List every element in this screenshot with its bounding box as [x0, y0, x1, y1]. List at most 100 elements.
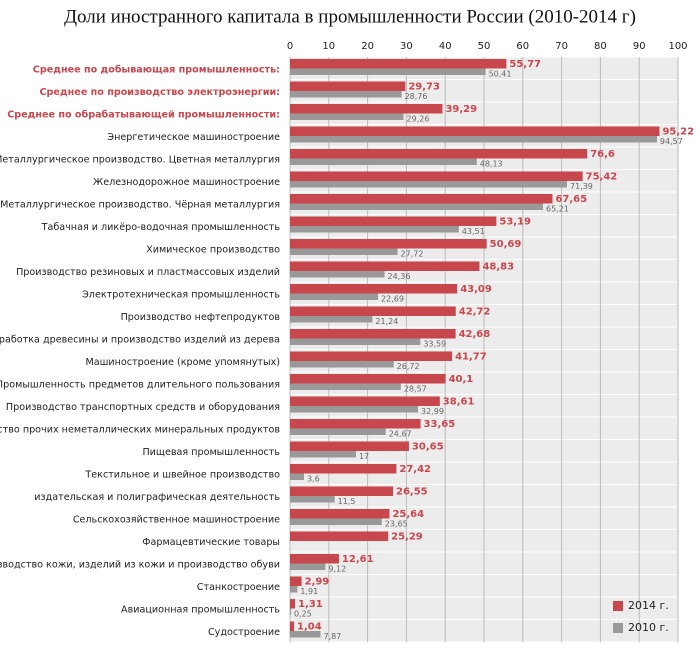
bar [290, 608, 291, 615]
bar [290, 316, 373, 323]
legend-label: 2010 г. [628, 621, 669, 634]
value-label: 21,24 [375, 317, 398, 326]
value-label: 41,77 [455, 352, 487, 363]
value-label: 1,91 [300, 587, 318, 596]
category-label: Сельскохозяйственное машиностроение [73, 514, 280, 525]
value-label: 40,1 [449, 374, 474, 385]
category-label: Судостроение [208, 627, 280, 638]
value-label: 12,61 [342, 554, 374, 565]
bar [290, 81, 406, 91]
value-label: 11,5 [338, 497, 356, 506]
category-label: Производство нефтепродуктов [121, 312, 281, 323]
x-tick-label: 80 [594, 41, 607, 52]
bar [290, 113, 404, 120]
category-label: Пищевая промышленность [142, 447, 280, 458]
bar [290, 59, 507, 69]
bar [290, 239, 487, 249]
category-label: Авиационная промышленность [121, 604, 280, 615]
value-label: 33,65 [424, 419, 456, 430]
category-label: Среднее по производство электроэнергии: [40, 87, 280, 98]
bar [290, 149, 588, 159]
x-tick-label: 50 [478, 41, 491, 52]
category-label: Производство прочих неметаллических мине… [0, 424, 280, 435]
x-tick-label: 10 [322, 41, 335, 52]
value-label: 43,51 [462, 227, 485, 236]
value-label: 26,72 [397, 362, 420, 371]
value-label: 55,77 [509, 59, 541, 70]
bar [290, 563, 326, 570]
value-label: 94,57 [660, 137, 683, 146]
value-label: 71,39 [570, 182, 593, 191]
value-label: 75,42 [586, 172, 618, 183]
value-label: 25,29 [391, 532, 423, 543]
category-label: издательская и полиграфическая деятельно… [34, 492, 280, 503]
value-label: 29,26 [407, 115, 430, 124]
bar [290, 496, 335, 503]
value-label: 67,65 [555, 194, 587, 205]
x-tick-label: 0 [287, 41, 293, 52]
category-label: Обработка древесины и производство издел… [0, 334, 280, 345]
value-label: 3,6 [307, 475, 320, 484]
x-tick-label: 100 [668, 41, 687, 52]
x-tick-label: 30 [400, 41, 413, 52]
value-label: 29,73 [408, 82, 440, 93]
category-label: Химическое производство [146, 244, 280, 255]
value-label: 48,13 [480, 160, 503, 169]
bar [290, 419, 421, 429]
legend-swatch [613, 601, 623, 611]
bar [290, 531, 389, 541]
value-label: 27,42 [399, 464, 431, 475]
bar [290, 451, 356, 458]
bar [290, 338, 421, 345]
category-label: Производство резиновых и пластмассовых и… [16, 267, 280, 278]
bar [290, 261, 480, 271]
bar [290, 518, 382, 525]
value-label: 33,59 [423, 340, 446, 349]
x-tick-label: 20 [361, 41, 374, 52]
value-label: 95,22 [662, 127, 694, 138]
category-label: Станкостроение [197, 582, 280, 593]
bar [290, 181, 567, 188]
category-label: Электротехническая промышленность [82, 289, 280, 300]
value-label: 28,57 [404, 385, 427, 394]
value-label: 50,41 [489, 70, 512, 79]
value-label: 25,64 [392, 509, 424, 520]
value-label: 1,31 [298, 599, 323, 610]
category-label: Среднее по добывающая промышленность: [33, 63, 280, 75]
value-label: 9,12 [328, 565, 346, 574]
bar [290, 136, 657, 143]
bar [290, 509, 390, 519]
value-label: 32,99 [421, 407, 444, 416]
category-label: Энергетическое машиностроение [107, 132, 280, 143]
value-label: 48,83 [482, 262, 514, 273]
bar [290, 248, 398, 255]
chart-title: Доли иностранного капитала в промышленно… [64, 6, 636, 27]
bar [290, 621, 295, 631]
bar [290, 171, 583, 181]
value-label: 76,6 [590, 149, 615, 160]
bar [290, 441, 409, 451]
category-label: Машиностроение (кроме упомянутых) [85, 357, 280, 368]
bar [290, 473, 304, 480]
legend-label: 2014 г. [628, 599, 669, 612]
bar [290, 554, 339, 564]
value-label: 24,67 [389, 430, 412, 439]
bar [290, 216, 497, 226]
value-label: 42,72 [459, 307, 491, 318]
value-label: 43,09 [460, 284, 492, 295]
value-label: 7,87 [324, 632, 342, 641]
bar [290, 194, 553, 204]
category-label: Производство транспортных средств и обор… [6, 402, 280, 413]
category-label: Металлургическое производство. Чёрная ме… [0, 199, 280, 210]
bar [290, 284, 458, 294]
bar [290, 383, 401, 390]
x-tick-label: 60 [516, 41, 529, 52]
bar [290, 361, 394, 368]
value-label: 22,69 [381, 295, 404, 304]
value-label: 42,68 [459, 329, 491, 340]
bar [290, 203, 544, 210]
category-label: Среднее по обрабатывающей промышленности… [7, 108, 280, 120]
bar [290, 486, 394, 496]
bar [290, 464, 397, 474]
